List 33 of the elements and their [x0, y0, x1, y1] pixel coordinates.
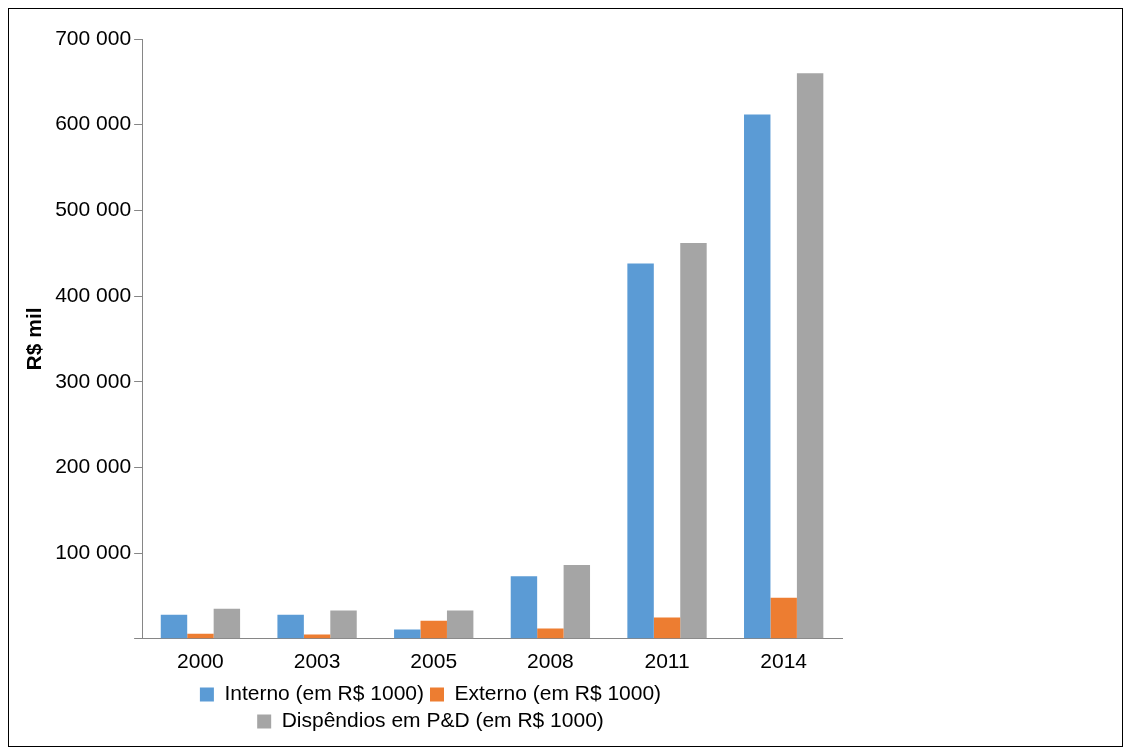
- bar: [213, 608, 241, 639]
- y-tick-label: 300 000: [55, 368, 132, 392]
- bar: [770, 597, 797, 639]
- y-tick-label: 500 000: [55, 197, 132, 221]
- legend-label: Interno (em R$ 1000): [224, 681, 425, 705]
- bar: [627, 263, 654, 639]
- x-tick-label: 2005: [410, 649, 458, 673]
- y-axis-title: R$ mil: [22, 307, 46, 371]
- bar: [653, 617, 681, 639]
- y-tick-label: 700 000: [55, 25, 132, 49]
- x-tick-label: 2014: [760, 649, 808, 673]
- x-tick-label: 2003: [293, 649, 341, 673]
- bar: [537, 628, 564, 639]
- x-tick-label: 2011: [644, 649, 690, 673]
- bar: [510, 576, 538, 639]
- y-tick-label: 400 000: [55, 282, 132, 306]
- bar: [394, 629, 421, 639]
- bar: [420, 620, 447, 639]
- x-tick-label: 2000: [177, 649, 224, 673]
- legend-label: Externo (em R$ 1000): [454, 681, 662, 705]
- bar: [160, 614, 188, 639]
- bar: [446, 610, 474, 639]
- bar: [680, 242, 707, 639]
- y-tick-label: 100 000: [55, 539, 132, 563]
- y-tick-label: 600 000: [55, 111, 132, 135]
- bar: [330, 610, 357, 639]
- bar: [744, 114, 771, 639]
- y-tick-label: 200 000: [55, 454, 132, 478]
- x-tick-label: 2008: [527, 649, 574, 673]
- bar: [277, 614, 304, 639]
- bar: [563, 565, 591, 639]
- legend-label: Dispêndios em P&D (em R$ 1000): [281, 708, 604, 732]
- bar: [796, 73, 824, 639]
